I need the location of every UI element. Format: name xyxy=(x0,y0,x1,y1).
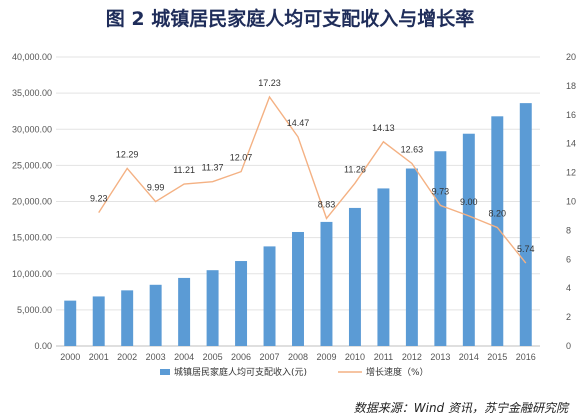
x-tick-label: 2014 xyxy=(459,352,479,362)
source-note: 数据来源：Wind 资讯，苏宁金融研究院 xyxy=(353,401,568,415)
y-left-tick-label: 30,000.00 xyxy=(12,124,52,134)
y-left-tick-label: 15,000.00 xyxy=(12,233,52,243)
x-tick-label: 2009 xyxy=(316,352,336,362)
data-label: 12.29 xyxy=(116,149,139,159)
data-label: 14.47 xyxy=(287,118,310,128)
y-left-tick-label: 40,000.00 xyxy=(12,52,52,62)
bar xyxy=(462,133,475,346)
y-right-tick-label: 14 xyxy=(566,139,576,149)
chart-title: 图 2 城镇居民家庭人均可支配收入与增长率 xyxy=(105,8,475,30)
bar xyxy=(405,168,418,346)
x-tick-label: 2010 xyxy=(345,352,365,362)
y-left-tick-label: 20,000.00 xyxy=(12,197,52,207)
legend-label-bar: 城镇居民家庭人均可支配收入(元) xyxy=(174,366,307,378)
data-label: 17.23 xyxy=(258,78,281,88)
x-tick-label: 2006 xyxy=(231,352,251,362)
bar xyxy=(348,207,361,346)
data-label: 9.73 xyxy=(432,186,450,196)
data-label: 8.83 xyxy=(318,199,336,209)
data-label: 11.37 xyxy=(202,163,224,173)
x-tick-label: 2008 xyxy=(288,352,308,362)
y-right-tick-label: 6 xyxy=(566,254,571,264)
bar xyxy=(206,270,219,346)
growth-line xyxy=(98,95,527,264)
x-tick-label: 2003 xyxy=(146,352,166,362)
y-right-tick-label: 0 xyxy=(566,341,571,351)
data-label: 5.74 xyxy=(517,244,535,254)
bar xyxy=(149,284,162,346)
x-tick-label: 2011 xyxy=(374,352,393,362)
y-left-tick-label: 25,000.00 xyxy=(12,160,52,170)
data-label: 9.23 xyxy=(90,194,108,204)
y-right-tick-label: 2 xyxy=(566,312,571,322)
bar xyxy=(292,231,304,346)
y-left-tick-label: 35,000.00 xyxy=(12,88,52,98)
y-left-tick-label: 5,000.00 xyxy=(17,305,52,315)
data-label: 9.00 xyxy=(460,197,478,207)
x-tick-label: 2016 xyxy=(516,352,536,362)
y-right-tick-label: 8 xyxy=(566,225,571,235)
legend-label-line: 增长速度（%） xyxy=(366,366,429,378)
data-label: 9.99 xyxy=(147,183,165,193)
bar xyxy=(92,296,105,346)
y-right-tick-label: 20 xyxy=(566,52,576,62)
bar xyxy=(121,290,134,346)
bar xyxy=(377,188,390,346)
data-label: 11.21 xyxy=(173,165,195,175)
data-label: 14.13 xyxy=(372,123,395,133)
data-label: 12.63 xyxy=(401,144,424,154)
data-label: 12.07 xyxy=(230,153,253,163)
bar xyxy=(491,116,504,346)
x-tick-label: 2004 xyxy=(174,352,194,362)
bar xyxy=(235,261,248,346)
y-right-tick-label: 12 xyxy=(566,168,576,178)
bar xyxy=(320,221,333,346)
y-left-tick-label: 10,000.00 xyxy=(12,269,52,279)
x-tick-label: 2005 xyxy=(203,352,223,362)
legend-swatch-bar xyxy=(160,369,170,375)
bar xyxy=(519,103,532,347)
x-tick-label: 2013 xyxy=(430,352,450,362)
x-tick-label: 2000 xyxy=(60,352,80,362)
x-tick-label: 2007 xyxy=(260,352,280,362)
bar xyxy=(434,151,447,346)
bar xyxy=(178,277,191,346)
x-tick-label: 2012 xyxy=(402,352,422,362)
y-right-tick-label: 18 xyxy=(566,81,576,91)
data-label: 8.20 xyxy=(489,209,507,219)
bar xyxy=(263,246,276,346)
y-left-tick-label: 0.00 xyxy=(34,341,52,351)
y-right-tick-label: 10 xyxy=(566,197,576,207)
x-tick-label: 2001 xyxy=(89,352,109,362)
bar xyxy=(64,300,77,346)
data-label: 11.26 xyxy=(344,164,366,174)
x-tick-label: 2002 xyxy=(117,352,137,362)
x-tick-label: 2015 xyxy=(487,352,507,362)
y-right-tick-label: 4 xyxy=(566,283,571,293)
y-right-tick-label: 16 xyxy=(566,110,576,120)
